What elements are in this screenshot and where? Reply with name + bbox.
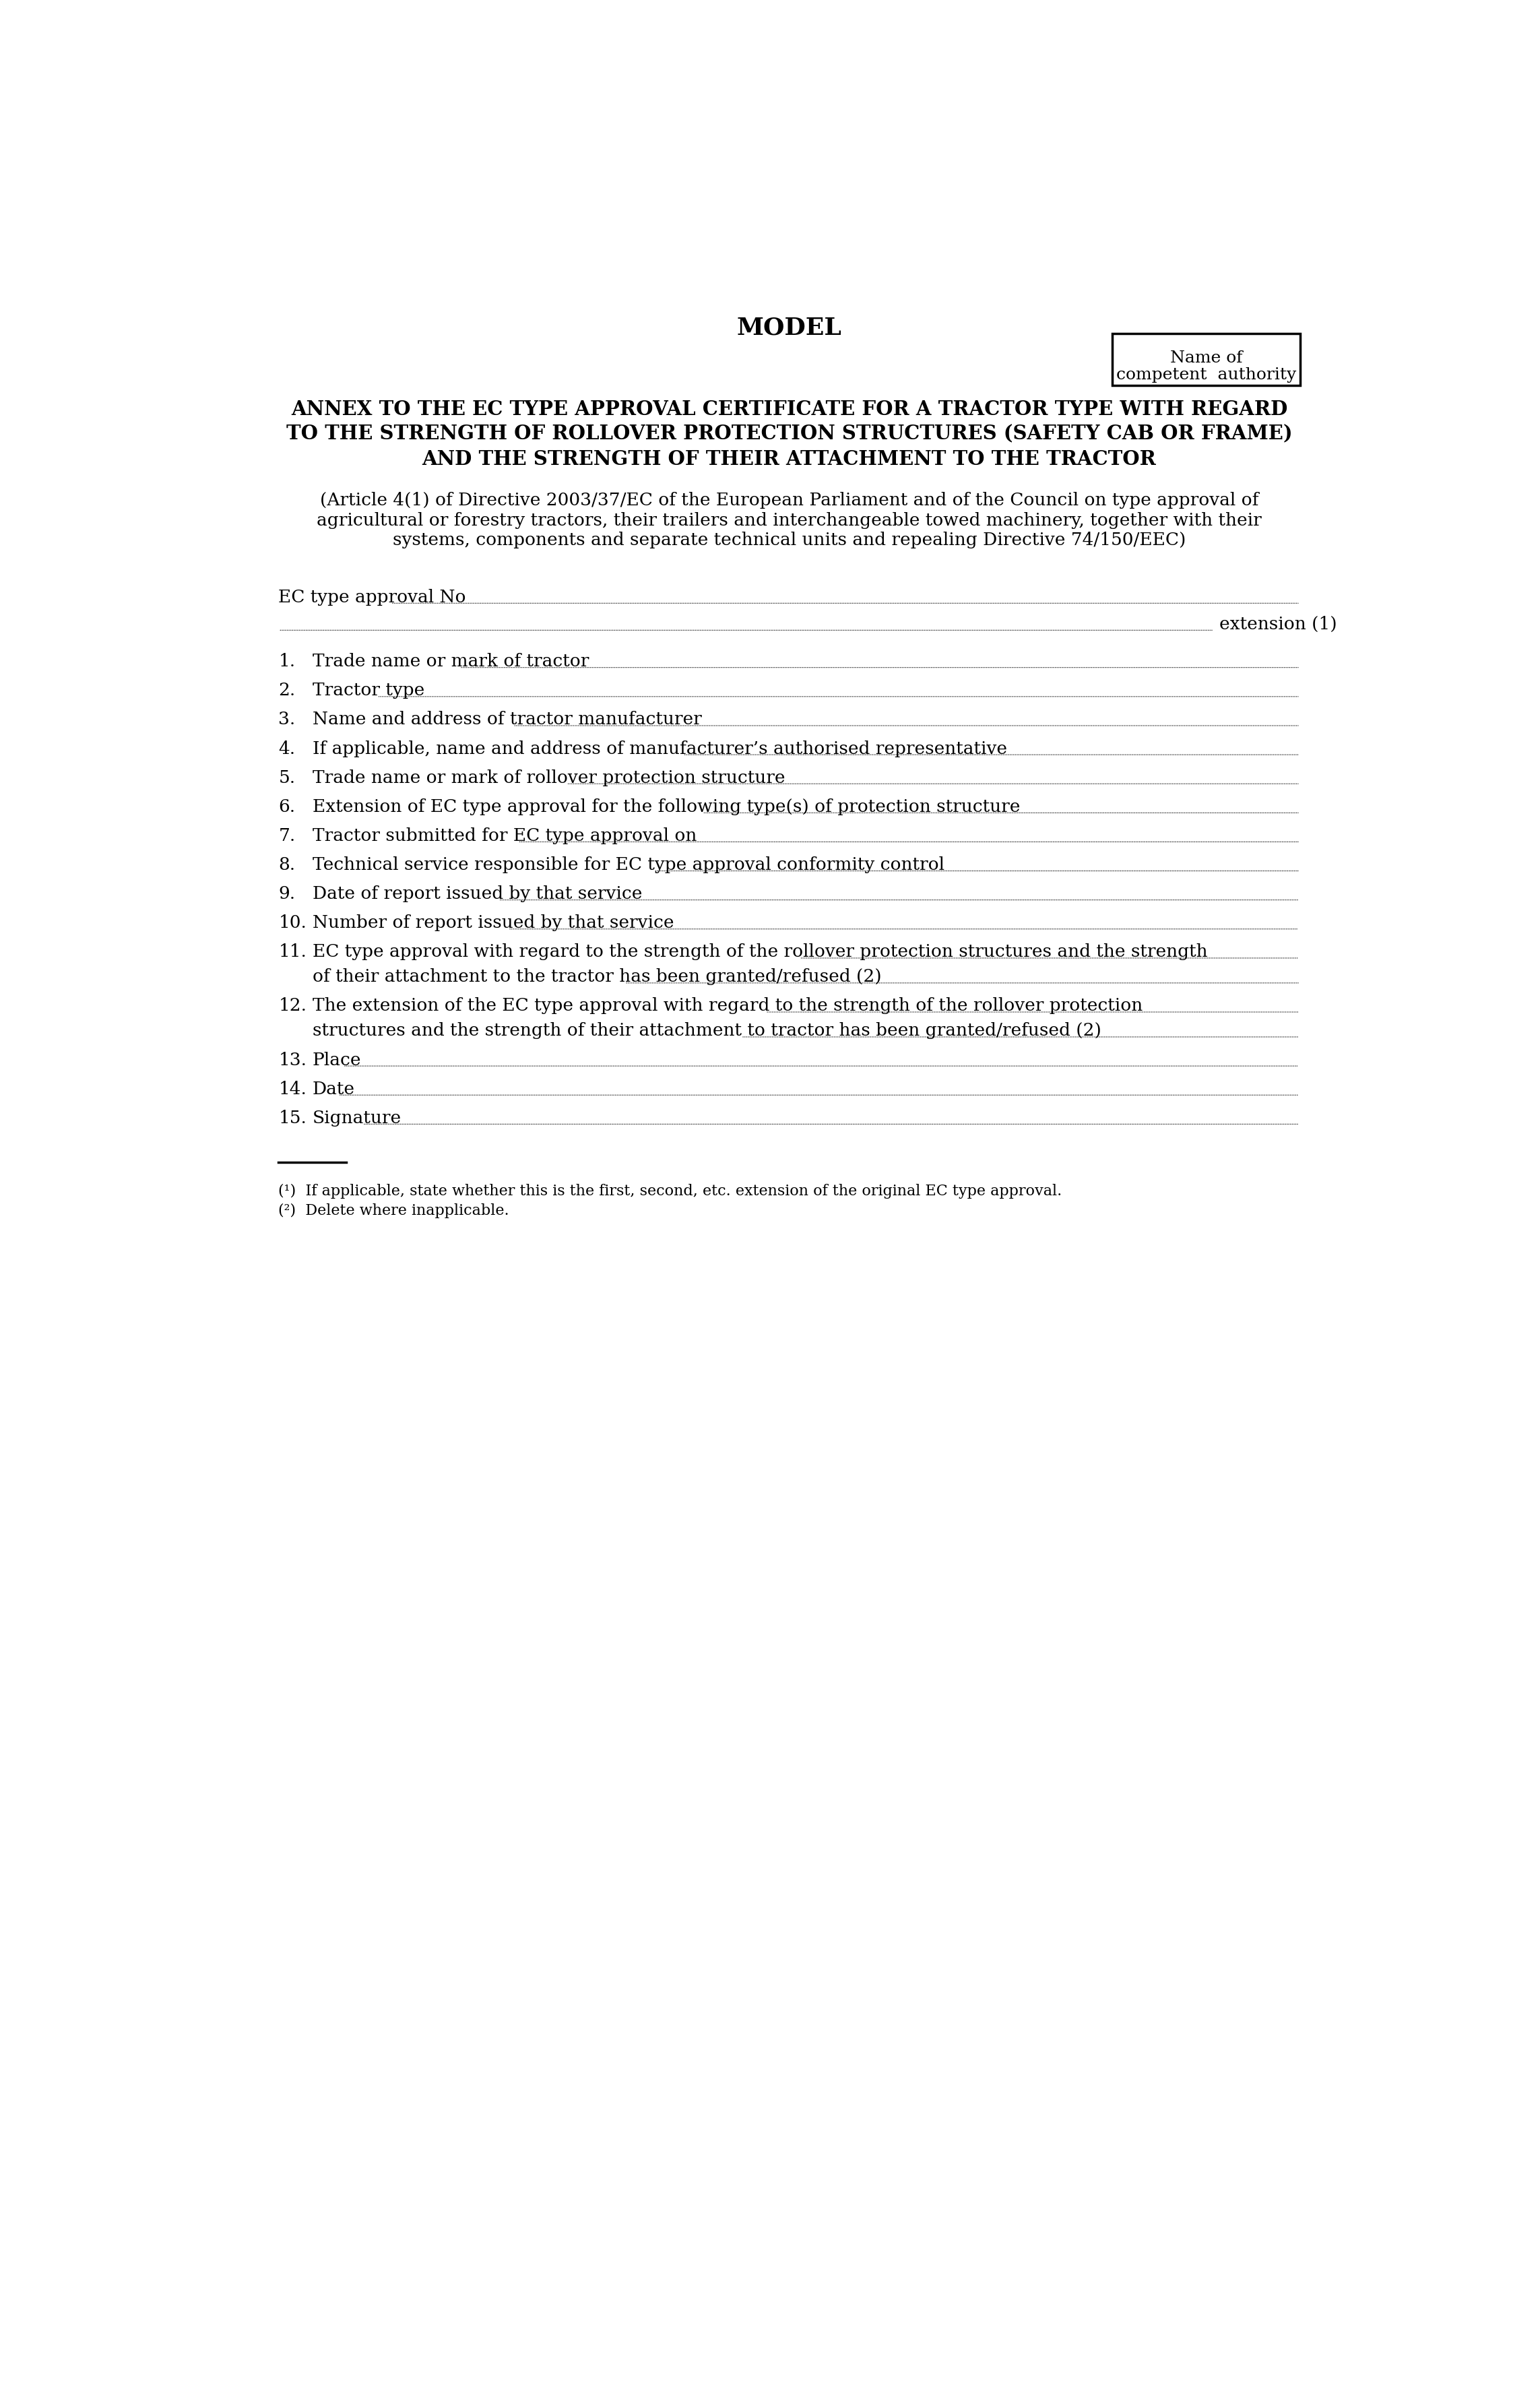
Text: 4.: 4.: [279, 741, 296, 758]
Text: Name and address of tractor manufacturer: Name and address of tractor manufacturer: [313, 712, 702, 729]
Text: Tractor submitted for EC type approval on: Tractor submitted for EC type approval o…: [313, 827, 696, 844]
Text: systems, components and separate technical units and repealing Directive 74/150/: systems, components and separate technic…: [393, 532, 1186, 549]
Text: 5.: 5.: [279, 770, 296, 787]
Text: structures and the strength of their attachment to tractor has been granted/refu: structures and the strength of their att…: [313, 1022, 1101, 1038]
Text: 15.: 15.: [279, 1110, 306, 1127]
Text: 13.: 13.: [279, 1050, 306, 1067]
Text: Extension of EC type approval for the following type(s) of protection structure: Extension of EC type approval for the fo…: [313, 799, 1019, 815]
Bar: [1112, 333, 1300, 386]
Text: (¹)  If applicable, state whether this is the first, second, etc. extension of t: (¹) If applicable, state whether this is…: [279, 1185, 1063, 1199]
Text: Number of report issued by that service: Number of report issued by that service: [313, 914, 675, 930]
Text: 11.: 11.: [279, 942, 306, 959]
Text: 3.: 3.: [279, 712, 296, 729]
Text: MODEL: MODEL: [736, 317, 842, 338]
Text: Trade name or mark of tractor: Trade name or mark of tractor: [313, 652, 588, 669]
Text: Date: Date: [313, 1081, 354, 1098]
Text: competent  authority: competent authority: [1116, 367, 1297, 384]
Text: Name of: Name of: [1170, 350, 1243, 367]
Text: If applicable, name and address of manufacturer’s authorised representative: If applicable, name and address of manuf…: [313, 741, 1007, 758]
Text: EC type approval with regard to the strength of the rollover protection structur: EC type approval with regard to the stre…: [313, 942, 1207, 959]
Text: Tractor type: Tractor type: [313, 681, 425, 698]
Text: 14.: 14.: [279, 1081, 306, 1098]
Text: agricultural or forestry tractors, their trailers and interchangeable towed mach: agricultural or forestry tractors, their…: [317, 511, 1261, 528]
Text: 12.: 12.: [279, 998, 306, 1014]
Text: (²)  Delete where inapplicable.: (²) Delete where inapplicable.: [279, 1204, 510, 1218]
Text: Signature: Signature: [313, 1110, 402, 1127]
Text: of their attachment to the tractor has been granted/refused (2): of their attachment to the tractor has b…: [313, 969, 881, 986]
Text: 7.: 7.: [279, 827, 296, 844]
Text: (Article 4(1) of Directive 2003/37/EC of the European Parliament and of the Coun: (Article 4(1) of Directive 2003/37/EC of…: [320, 492, 1258, 508]
Text: Trade name or mark of rollover protection structure: Trade name or mark of rollover protectio…: [313, 770, 785, 787]
Text: 2.: 2.: [279, 681, 296, 698]
Text: 6.: 6.: [279, 799, 296, 815]
Text: 1.: 1.: [279, 652, 296, 669]
Text: Date of report issued by that service: Date of report issued by that service: [313, 885, 642, 902]
Text: The extension of the EC type approval with regard to the strength of the rollove: The extension of the EC type approval wi…: [313, 998, 1143, 1014]
Text: ANNEX TO THE EC TYPE APPROVAL CERTIFICATE FOR A TRACTOR TYPE WITH REGARD: ANNEX TO THE EC TYPE APPROVAL CERTIFICAT…: [291, 400, 1287, 420]
Text: Place: Place: [313, 1050, 362, 1067]
Text: extension (1): extension (1): [1220, 616, 1337, 633]
Text: Technical service responsible for EC type approval conformity control: Technical service responsible for EC typ…: [313, 856, 944, 873]
Text: 10.: 10.: [279, 914, 306, 930]
Text: TO THE STRENGTH OF ROLLOVER PROTECTION STRUCTURES (SAFETY CAB OR FRAME): TO THE STRENGTH OF ROLLOVER PROTECTION S…: [286, 424, 1292, 444]
Text: AND THE STRENGTH OF THEIR ATTACHMENT TO THE TRACTOR: AND THE STRENGTH OF THEIR ATTACHMENT TO …: [422, 448, 1157, 468]
Text: EC type approval No: EC type approval No: [279, 588, 467, 607]
Text: 8.: 8.: [279, 856, 296, 873]
Text: 9.: 9.: [279, 885, 296, 902]
